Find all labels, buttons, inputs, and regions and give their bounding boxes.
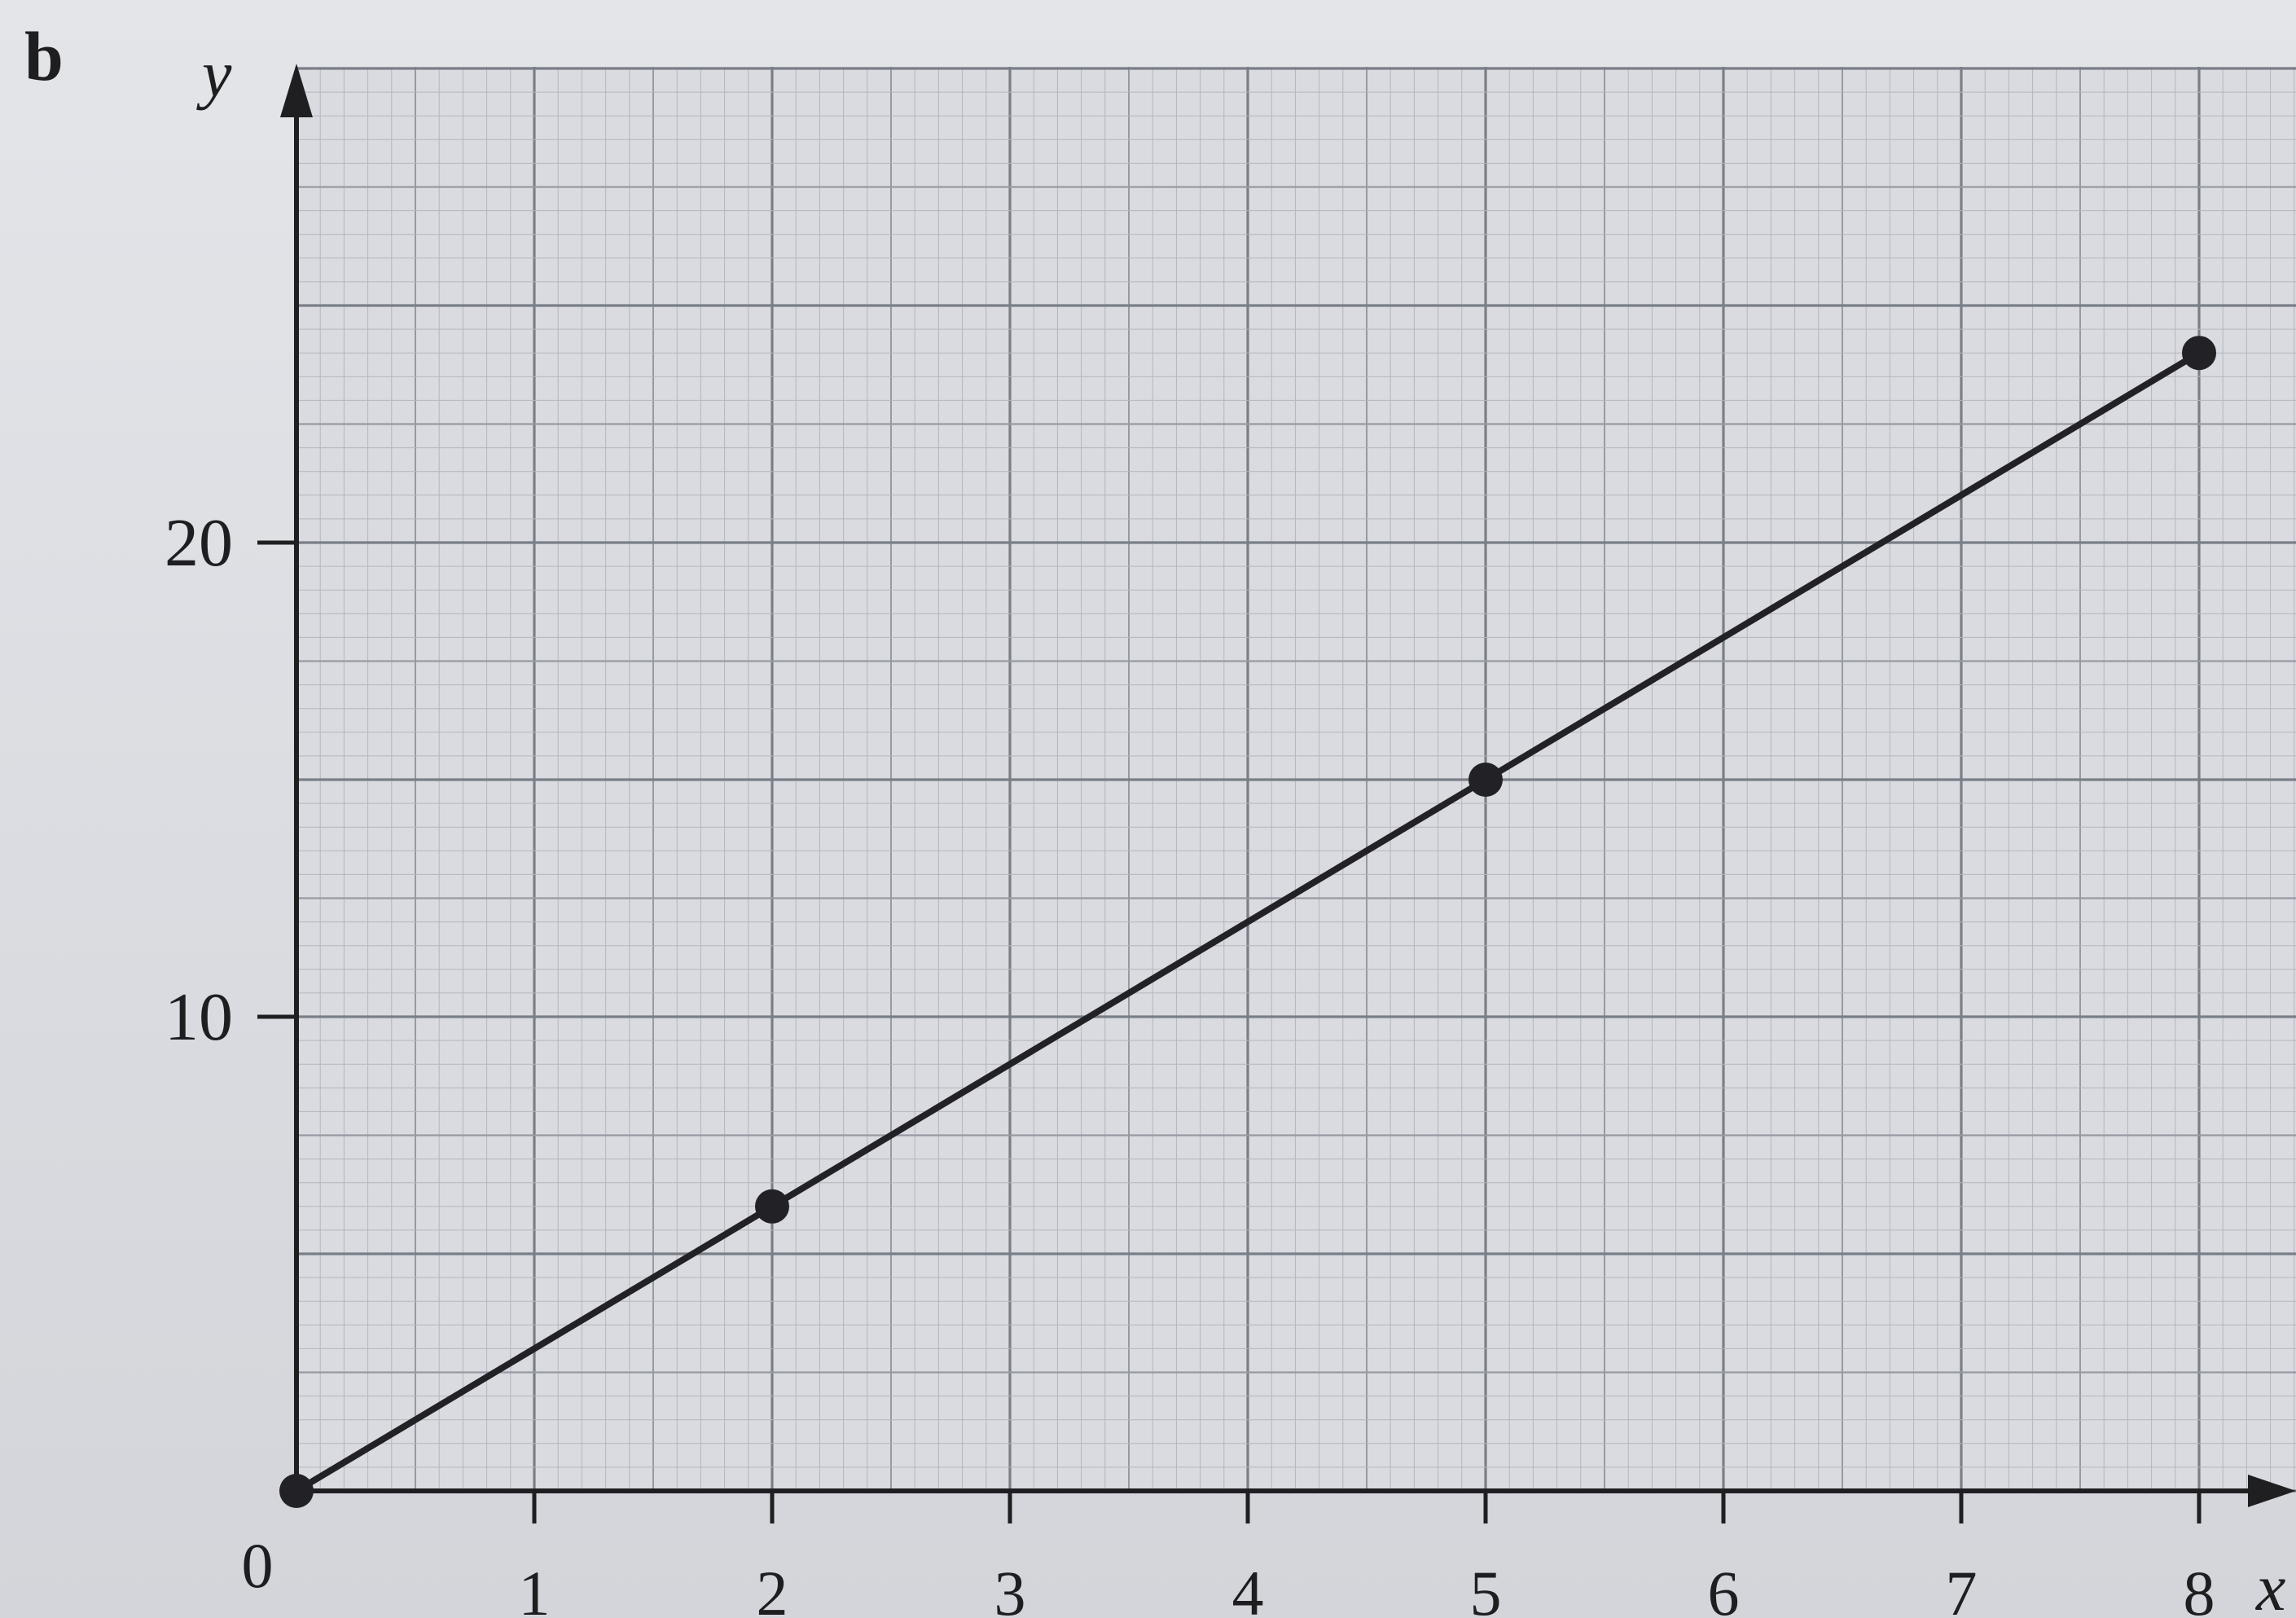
data-point-marker xyxy=(2182,336,2216,371)
axis-ticks: 1 2 3 4 5 6 7 8 10 20 xyxy=(165,505,2215,1618)
x-tick-label: 6 xyxy=(1708,1558,1740,1618)
axis-labels: b y x 0 xyxy=(24,17,2285,1618)
x-tick-label: 2 xyxy=(757,1558,788,1618)
y-axis-title: y xyxy=(196,37,232,111)
x-axis-arrow-icon xyxy=(2248,1475,2296,1507)
part-label: b xyxy=(24,17,64,95)
x-tick-label: 3 xyxy=(994,1558,1026,1618)
chart-axes xyxy=(280,64,2296,1507)
y-tick-label: 10 xyxy=(165,979,233,1055)
x-tick-label: 1 xyxy=(519,1558,551,1618)
graph-paper-grid xyxy=(295,67,2296,1493)
data-series xyxy=(279,336,2216,1508)
y-axis-arrow-icon xyxy=(280,64,313,117)
x-tick-label: 8 xyxy=(2184,1558,2215,1618)
data-point-marker xyxy=(1468,763,1503,797)
x-axis-title: x xyxy=(2255,1550,2285,1618)
series-line xyxy=(293,350,2202,1494)
x-tick-label: 7 xyxy=(1946,1558,1978,1618)
x-tick-label: 4 xyxy=(1232,1558,1264,1618)
y-tick-label: 20 xyxy=(165,505,233,581)
data-point-marker xyxy=(279,1474,314,1508)
x-tick-label: 5 xyxy=(1470,1558,1502,1618)
data-point-marker xyxy=(755,1189,789,1224)
origin-label: 0 xyxy=(242,1530,274,1601)
